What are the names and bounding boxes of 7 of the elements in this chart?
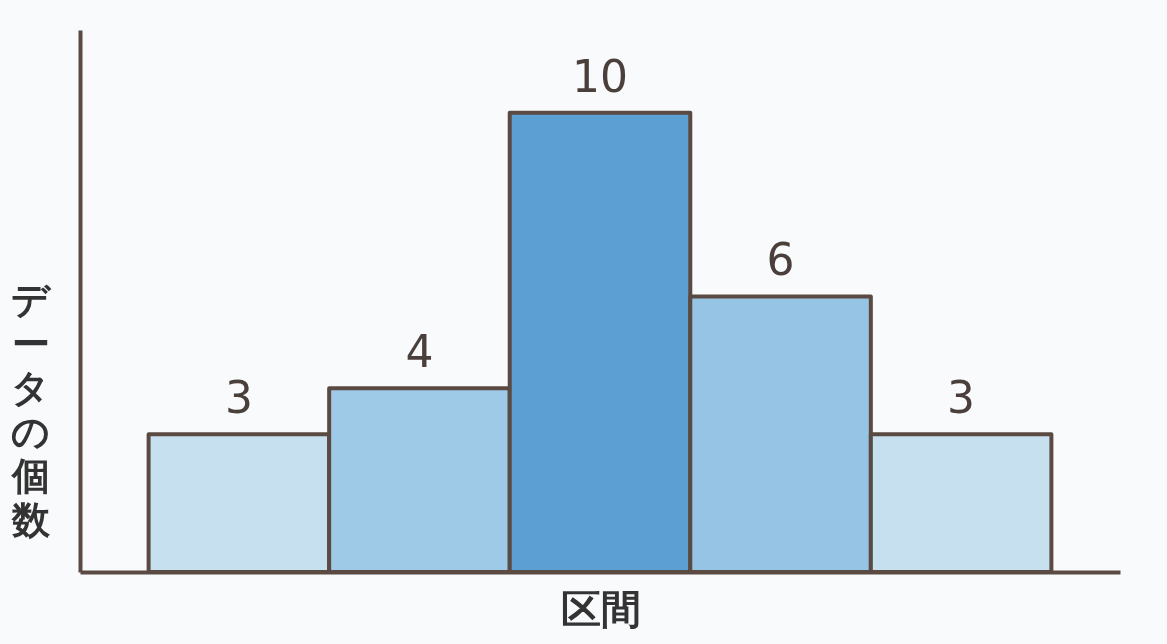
data-label: 4 [405,326,434,378]
data-label: 3 [947,372,976,424]
x-axis-title: 区間 [560,585,641,632]
y-axis-title: データの個数 [9,277,52,542]
data-label: 3 [224,372,253,424]
data-label: 10 [572,50,628,102]
data-label: 6 [766,234,795,286]
